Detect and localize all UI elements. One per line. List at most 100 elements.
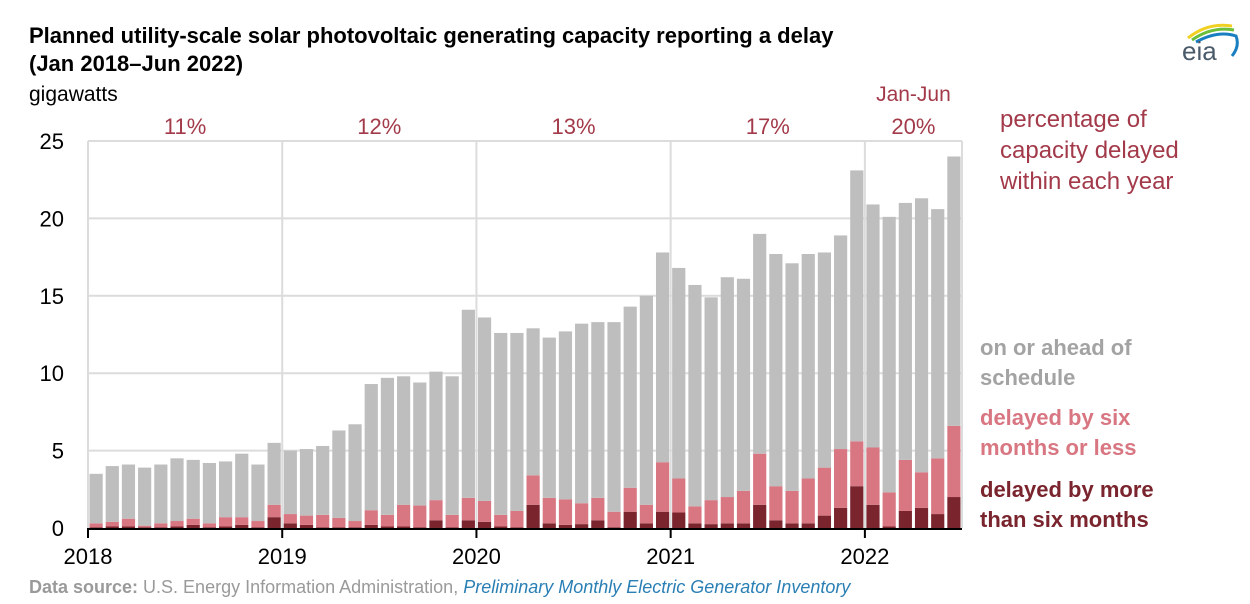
- data-source-agency: U.S. Energy Information Administration,: [138, 577, 464, 597]
- y-tick-label: 5: [52, 439, 64, 464]
- bar-delayed-short: [138, 525, 152, 528]
- bar-delayed-short: [445, 514, 459, 528]
- bar-delayed-short: [558, 499, 573, 525]
- axes: [87, 528, 962, 538]
- bar-delayed-long: [202, 527, 216, 528]
- data-source: Data source: U.S. Energy Information Adm…: [29, 577, 850, 598]
- bar-delayed-short: [170, 521, 184, 527]
- bar-delayed-short: [914, 472, 929, 508]
- bar-delayed-long: [429, 520, 443, 528]
- bar-on-schedule: [283, 450, 297, 515]
- bar-on-schedule: [477, 317, 492, 501]
- bar-on-schedule: [947, 156, 961, 426]
- bar-delayed-short: [121, 518, 136, 527]
- data-source-link[interactable]: Preliminary Monthly Electric Generator I…: [463, 577, 851, 597]
- legend-percentage-note: percentage of capacity delayed within ea…: [1000, 104, 1179, 197]
- bar-delayed-short: [801, 478, 815, 524]
- bar-delayed-short: [154, 523, 168, 528]
- bar-delayed-long: [494, 526, 508, 528]
- data-source-label: Data source:: [29, 577, 139, 597]
- bar-delayed-short: [348, 521, 362, 528]
- legend-pct-line1: percentage of: [1000, 106, 1147, 133]
- bar-on-schedule: [542, 337, 556, 498]
- bar-on-schedule: [720, 277, 734, 498]
- bar-on-schedule: [655, 252, 670, 463]
- bar-delayed-short: [623, 487, 637, 512]
- bar-on-schedule: [267, 442, 281, 505]
- bar-on-schedule: [364, 384, 378, 511]
- bar-on-schedule: [218, 461, 233, 518]
- bar-delayed-short: [510, 510, 524, 528]
- bar-delayed-short: [218, 517, 233, 527]
- bar-on-schedule: [931, 209, 945, 459]
- bar-delayed-short: [607, 511, 621, 528]
- bar-delayed-short: [283, 514, 297, 524]
- bar-delayed-long: [607, 527, 621, 528]
- y-tick-label: 10: [40, 361, 64, 386]
- bar-delayed-short: [736, 490, 751, 524]
- bar-on-schedule: [89, 473, 103, 524]
- year-annotation-pct: 11%: [164, 114, 206, 139]
- bar-on-schedule: [834, 235, 848, 450]
- bar-delayed-long: [364, 524, 378, 528]
- bar-delayed-long: [267, 517, 281, 528]
- bar-delayed-long: [817, 515, 832, 528]
- year-annotation-pct: 20%: [891, 114, 935, 139]
- bar-delayed-short: [380, 514, 395, 527]
- bar-on-schedule: [413, 382, 427, 506]
- bar-on-schedule: [235, 453, 249, 518]
- bar-delayed-long: [186, 524, 200, 528]
- bar-delayed-short: [866, 447, 880, 505]
- bar-delayed-short: [688, 506, 702, 524]
- bar-on-schedule: [575, 323, 589, 504]
- bar-delayed-long: [170, 526, 184, 528]
- bar-delayed-short: [720, 497, 734, 524]
- bar-delayed-long: [655, 511, 670, 528]
- bar-delayed-long: [510, 527, 524, 528]
- bar-delayed-short: [235, 517, 249, 525]
- bar-delayed-long: [526, 504, 540, 528]
- bar-delayed-short: [186, 518, 200, 525]
- y-axis-unit-label: gigawatts: [29, 83, 118, 106]
- bar-delayed-long: [947, 497, 961, 528]
- bar-delayed-short: [785, 490, 799, 524]
- bar-on-schedule: [461, 309, 475, 498]
- bar-on-schedule: [639, 295, 653, 505]
- bar-delayed-short: [769, 486, 783, 521]
- bar-delayed-short: [655, 462, 670, 512]
- bar-on-schedule: [105, 466, 119, 522]
- legend-delayed-short-line2: months or less: [980, 435, 1137, 460]
- bar-delayed-long: [623, 511, 637, 528]
- bar-on-schedule: [672, 267, 686, 479]
- bar-on-schedule: [380, 377, 395, 515]
- bar-delayed-short: [299, 515, 314, 525]
- bar-on-schedule: [850, 170, 864, 442]
- bar-delayed-long: [558, 524, 573, 528]
- bar-delayed-long: [89, 527, 103, 528]
- bar-delayed-short: [251, 521, 265, 528]
- y-tick-label: 15: [40, 284, 64, 309]
- bar-on-schedule: [138, 467, 152, 526]
- bar-delayed-long: [235, 524, 249, 528]
- bar-delayed-long: [914, 507, 929, 528]
- bar-delayed-long: [753, 504, 767, 528]
- bar-delayed-long: [882, 526, 896, 528]
- bar-on-schedule: [429, 371, 443, 501]
- bar-delayed-short: [526, 475, 540, 505]
- bar-on-schedule: [769, 254, 783, 487]
- bar-delayed-long: [801, 523, 815, 528]
- bar-delayed-short: [429, 500, 443, 521]
- bar-delayed-short: [817, 467, 832, 516]
- bar-delayed-short: [834, 449, 848, 508]
- bar-delayed-long: [445, 527, 459, 528]
- year-annotation-pct: 17%: [746, 114, 790, 139]
- bar-on-schedule: [591, 322, 605, 498]
- bar-on-schedule: [866, 204, 880, 448]
- bar-on-schedule: [753, 233, 767, 454]
- bar-delayed-long: [688, 523, 702, 528]
- grid-lines: [87, 140, 963, 528]
- x-tick-label: 2020: [452, 544, 501, 569]
- bar-delayed-short: [89, 523, 103, 528]
- legend-pct-line2: capacity delayed: [1000, 137, 1179, 164]
- bar-on-schedule: [186, 459, 200, 519]
